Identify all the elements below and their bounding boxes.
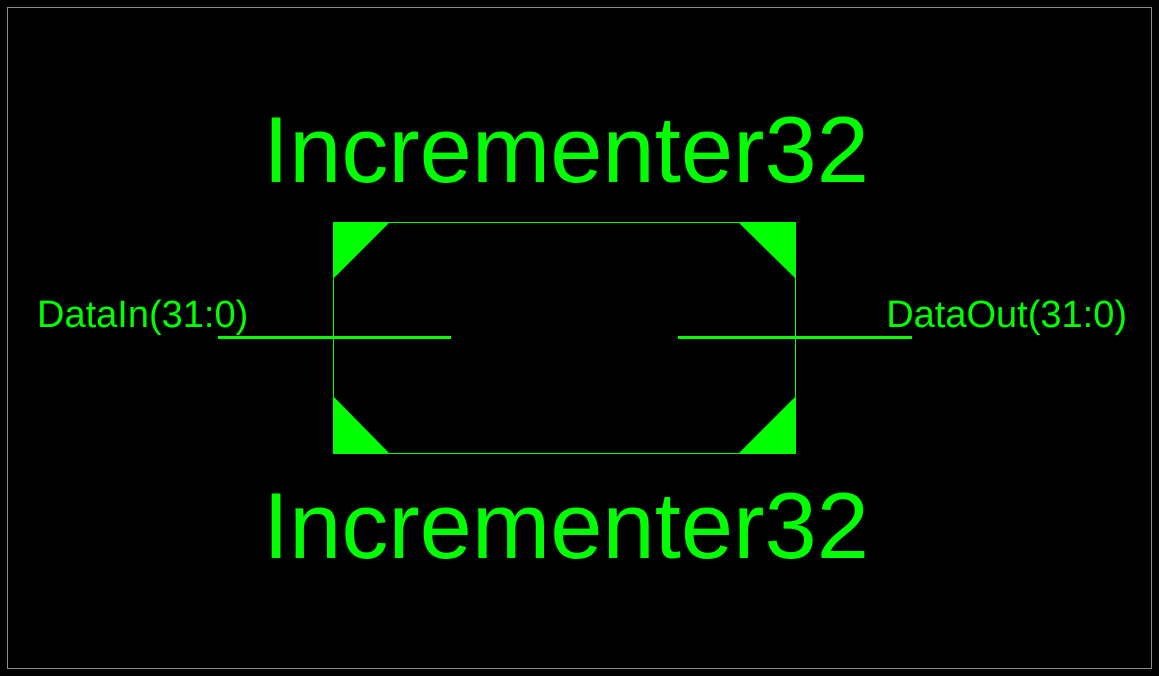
corner-marker-bottom-right (738, 396, 796, 454)
canvas-frame (7, 7, 1152, 669)
corner-marker-top-right (738, 222, 796, 279)
output-pin-label: DataOut(31:0) (886, 294, 1127, 336)
input-pin-label: DataIn(31:0) (37, 294, 248, 336)
corner-marker-bottom-left (333, 396, 390, 454)
symbol-name-bottom: Incrementer32 (263, 473, 869, 578)
symbol-name-top: Incrementer32 (263, 97, 869, 202)
corner-marker-top-left (333, 222, 390, 279)
